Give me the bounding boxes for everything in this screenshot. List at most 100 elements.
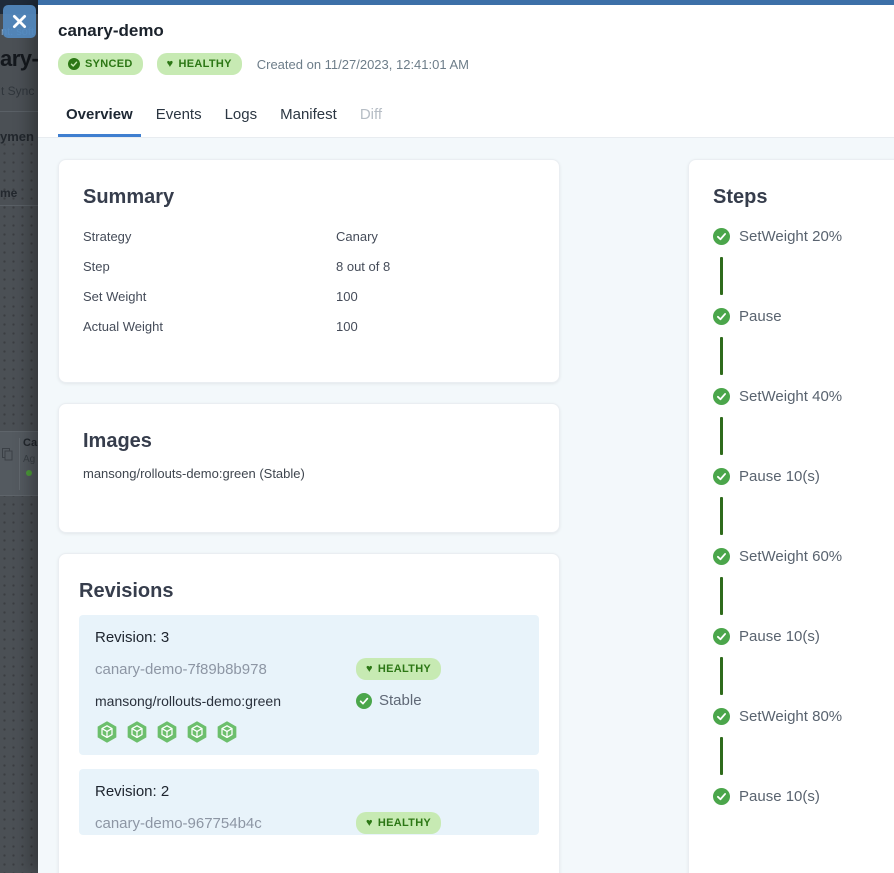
heart-icon: ♥ <box>166 57 174 70</box>
step-item: SetWeight 20% <box>713 227 894 245</box>
summary-value: 8 out of 8 <box>336 258 391 274</box>
check-circle-icon <box>713 387 730 405</box>
tab-logs[interactable]: Logs <box>217 95 266 137</box>
overview-content: Summary Strategy Canary Step 8 out of 8 … <box>38 138 894 873</box>
stable-label: Stable <box>379 692 422 709</box>
check-circle-icon <box>713 467 730 485</box>
divider <box>0 111 38 112</box>
revisions-heading: Revisions <box>79 580 174 602</box>
status-badge-row: SYNCED ♥ HEALTHY Created on 11/27/2023, … <box>58 53 469 75</box>
step-label: SetWeight 80% <box>739 707 843 725</box>
summary-row-actual-weight: Actual Weight 100 <box>83 311 535 341</box>
revision-replicaset-row: canary-demo-967754b4c ♥ HEALTHY <box>95 812 523 834</box>
background-card-title-fragment: Ca <box>23 437 38 449</box>
step-label: Pause 10(s) <box>739 467 820 485</box>
page-title: canary-demo <box>58 21 164 40</box>
check-circle-icon <box>713 707 730 725</box>
tab-events[interactable]: Events <box>148 95 210 137</box>
background-heading-fragment: ary- <box>0 46 38 71</box>
background-name-column-fragment: me <box>0 186 18 200</box>
pod-icon <box>217 721 237 743</box>
close-icon <box>12 14 27 29</box>
summary-label: Strategy <box>83 228 132 244</box>
stable-indicator: Stable <box>356 692 422 709</box>
synced-status-badge: SYNCED <box>58 53 143 75</box>
step-label: Pause 10(s) <box>739 787 820 805</box>
tab-bar: Overview Events Logs Manifest Diff <box>38 95 894 138</box>
step-item: SetWeight 60% <box>713 547 894 565</box>
steps-list: SetWeight 20% Pause SetWeight 40% Pause 10(… <box>713 227 894 805</box>
images-heading: Images <box>83 430 152 452</box>
pod-icon <box>157 721 177 743</box>
summary-row-strategy: Strategy Canary <box>83 221 535 251</box>
background-sync-fragment: t Sync <box>1 84 35 98</box>
divider <box>0 205 38 206</box>
images-card: Images mansong/rollouts-demo:green (Stab… <box>58 403 560 533</box>
revision-healthy-badge: ♥ HEALTHY <box>356 658 442 680</box>
revision-healthy-badge: ♥ HEALTHY <box>356 812 442 834</box>
synced-badge-label: SYNCED <box>85 58 133 70</box>
step-label: Pause <box>739 307 782 325</box>
healthy-badge-label: HEALTHY <box>178 58 232 70</box>
revision-badge-label: HEALTHY <box>377 663 432 675</box>
heart-icon: ♥ <box>366 816 373 829</box>
replicaset-name: canary-demo-967754b4c <box>95 814 262 832</box>
revisions-card: Revisions Revision: 3 canary-demo-7f89b8… <box>58 553 560 873</box>
summary-value: Canary <box>336 228 378 244</box>
revision-title: Revision: 2 <box>95 783 170 800</box>
healthy-status-badge: ♥ HEALTHY <box>156 53 242 75</box>
pod-icon <box>187 721 207 743</box>
step-label: Pause 10(s) <box>739 627 820 645</box>
pod-icon <box>127 721 147 743</box>
dotted-background <box>0 140 38 873</box>
step-connector <box>720 337 723 375</box>
background-rollout-card-fragment: Ca Ag <box>0 431 38 496</box>
replicaset-name: canary-demo-7f89b8b978 <box>95 660 267 678</box>
step-item: Pause 10(s) <box>713 467 894 485</box>
step-label: SetWeight 60% <box>739 547 843 565</box>
clipboard-icon <box>2 448 13 461</box>
revision-title: Revision: 3 <box>95 629 170 646</box>
revision-image-row: mansong/rollouts-demo:green Stable <box>95 692 523 709</box>
step-label: SetWeight 40% <box>739 387 843 405</box>
summary-value: 100 <box>336 318 358 334</box>
background-deployment-fragment: ymen <box>0 129 34 144</box>
divider <box>19 438 20 490</box>
step-connector <box>720 417 723 455</box>
status-dot <box>26 470 32 476</box>
step-item: Pause <box>713 307 894 325</box>
rollout-detail-panel: canary-demo SYNCED ♥ HEALTHY Created on … <box>38 0 894 873</box>
check-circle-icon <box>713 547 730 565</box>
summary-row-step: Step 8 out of 8 <box>83 251 535 281</box>
step-connector <box>720 577 723 615</box>
pod-icon <box>97 721 117 743</box>
background-page-strip: nt: soft ary- t Sync ymen me Ca Ag <box>0 0 38 873</box>
step-item: SetWeight 40% <box>713 387 894 405</box>
step-connector <box>720 257 723 295</box>
tab-manifest[interactable]: Manifest <box>272 95 345 137</box>
summary-rows: Strategy Canary Step 8 out of 8 Set Weig… <box>83 221 535 341</box>
check-circle-icon <box>713 227 730 245</box>
summary-label: Step <box>83 258 110 274</box>
step-connector <box>720 657 723 695</box>
check-circle-icon <box>68 58 80 70</box>
heart-icon: ♥ <box>366 662 373 675</box>
summary-row-set-weight: Set Weight 100 <box>83 281 535 311</box>
revision-2-block: Revision: 2 canary-demo-967754b4c ♥ HEAL… <box>79 769 539 835</box>
summary-heading: Summary <box>83 186 175 208</box>
summary-label: Set Weight <box>83 288 147 304</box>
summary-card: Summary Strategy Canary Step 8 out of 8 … <box>58 159 560 383</box>
tab-overview[interactable]: Overview <box>58 95 141 137</box>
summary-label: Actual Weight <box>83 318 163 334</box>
close-button[interactable] <box>3 5 36 38</box>
image-item: mansong/rollouts-demo:green (Stable) <box>83 466 305 481</box>
revision-3-block: Revision: 3 canary-demo-7f89b8b978 ♥ HEA… <box>79 615 539 755</box>
steps-heading: Steps <box>713 186 768 208</box>
background-card-subtitle-fragment: Ag <box>23 454 36 465</box>
step-connector <box>720 497 723 535</box>
revision-replicaset-row: canary-demo-7f89b8b978 ♥ HEALTHY <box>95 658 523 680</box>
step-item: Pause 10(s) <box>713 787 894 805</box>
step-label: SetWeight 20% <box>739 227 843 245</box>
summary-value: 100 <box>336 288 358 304</box>
steps-card: Steps SetWeight 20% Pause SetWeight 40% Pau… <box>688 159 894 873</box>
